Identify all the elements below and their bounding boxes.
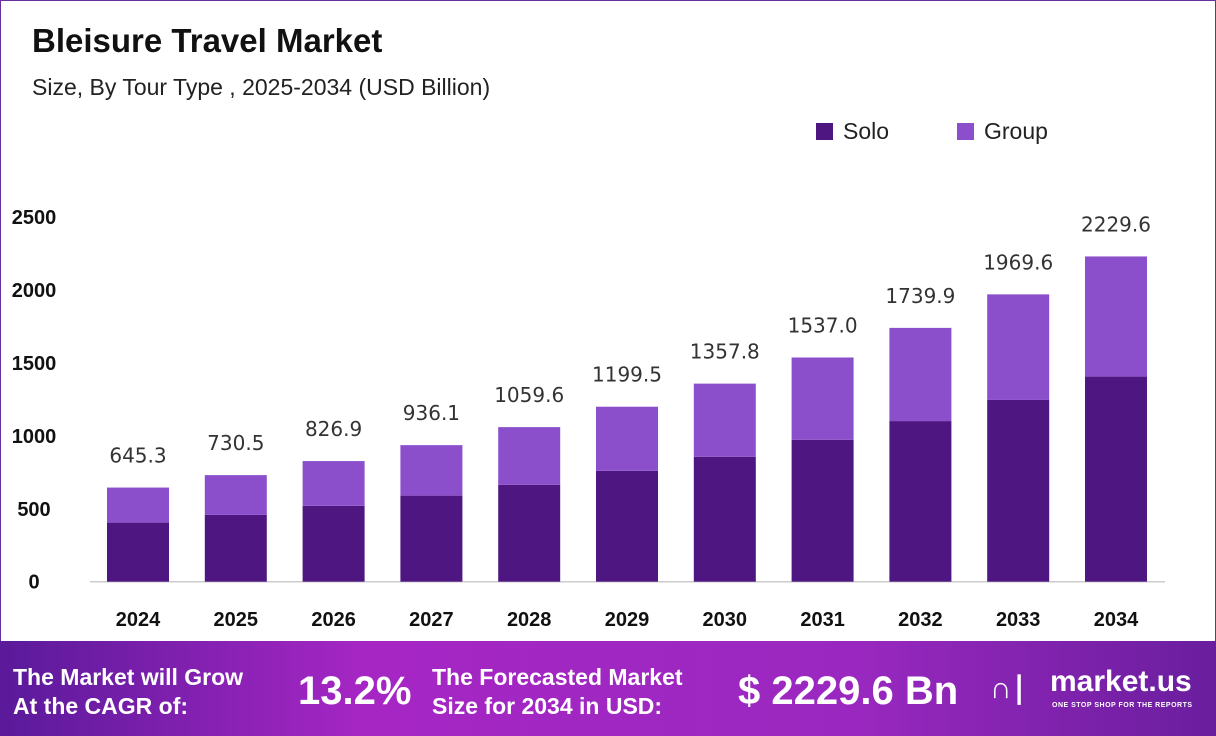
logo-name: market.us bbox=[1050, 665, 1192, 698]
bar-group-2027 bbox=[400, 445, 463, 496]
y-tick-label: 0 bbox=[28, 572, 39, 594]
forecast-text: Size for 2034 in USD: bbox=[432, 693, 663, 719]
legend-group: Group bbox=[957, 118, 1048, 145]
x-tick-label: 2030 bbox=[703, 609, 748, 631]
bar-group-2031 bbox=[791, 357, 854, 440]
data-label: 936.1 bbox=[403, 401, 460, 425]
bar-solo-2025 bbox=[204, 514, 267, 582]
bar-solo-2026 bbox=[302, 505, 365, 582]
bar-solo-2029 bbox=[596, 470, 658, 582]
logo-tagline: ONE STOP SHOP FOR THE REPORTS bbox=[1052, 702, 1193, 709]
bar-group-2032 bbox=[889, 327, 952, 422]
bar-group-2026 bbox=[302, 461, 365, 506]
bar-group-2030 bbox=[693, 383, 756, 457]
bar-solo-2024 bbox=[107, 522, 169, 582]
footer-banner: The Market will Grow At the CAGR of: 13.2… bbox=[0, 641, 1216, 736]
bar-group-2028 bbox=[498, 427, 561, 485]
data-label: 1739.9 bbox=[885, 284, 955, 308]
y-tick-label: 500 bbox=[17, 499, 50, 521]
bar-solo-2034 bbox=[1085, 376, 1147, 582]
chart-subtitle: Size, By Tour Type , 2025-2034 (USD Bill… bbox=[32, 74, 491, 100]
y-tick-label: 1000 bbox=[12, 426, 57, 448]
bar-group-2029 bbox=[596, 406, 658, 471]
bar-solo-2027 bbox=[400, 495, 463, 582]
forecast-value: $ 2229.6 Bn bbox=[738, 669, 959, 713]
bar-solo-2031 bbox=[791, 439, 854, 582]
bar-solo-2033 bbox=[987, 399, 1050, 582]
data-label: 730.5 bbox=[207, 431, 264, 455]
data-label: 1537.0 bbox=[788, 313, 858, 337]
bar-solo-2028 bbox=[498, 484, 561, 582]
x-tick-label: 2032 bbox=[898, 609, 943, 631]
y-tick-label: 2000 bbox=[12, 280, 57, 302]
bar-group-2033 bbox=[987, 294, 1050, 400]
x-tick-label: 2029 bbox=[605, 609, 650, 631]
bar-solo-2032 bbox=[889, 421, 952, 582]
forecast-text: The Forecasted Market bbox=[432, 664, 683, 690]
x-tick-label: 2027 bbox=[409, 609, 454, 631]
data-label: 645.3 bbox=[109, 444, 166, 468]
legend-label: Solo bbox=[843, 118, 890, 144]
data-label: 2229.6 bbox=[1081, 212, 1151, 236]
legend-swatch-group bbox=[957, 123, 974, 140]
x-tick-label: 2026 bbox=[311, 609, 356, 631]
bar-group-2034 bbox=[1085, 256, 1147, 377]
legend-label: Group bbox=[984, 118, 1048, 144]
x-tick-label: 2034 bbox=[1094, 609, 1139, 631]
cagr-text: At the CAGR of: bbox=[13, 693, 189, 719]
bar-group-2025 bbox=[204, 475, 267, 515]
chart-title: Bleisure Travel Market bbox=[32, 22, 383, 59]
y-tick-label: 1500 bbox=[12, 353, 57, 375]
y-tick-label: 2500 bbox=[12, 207, 57, 229]
x-tick-label: 2024 bbox=[116, 609, 161, 631]
cagr-text: The Market will Grow bbox=[13, 664, 244, 690]
x-tick-label: 2031 bbox=[800, 609, 845, 631]
bar-solo-2030 bbox=[693, 456, 756, 582]
data-label: 1199.5 bbox=[592, 363, 662, 387]
x-tick-label: 2025 bbox=[214, 609, 259, 631]
x-tick-label: 2028 bbox=[507, 609, 552, 631]
x-tick-label: 2033 bbox=[996, 609, 1041, 631]
data-label: 1059.6 bbox=[494, 383, 564, 407]
bar-group-2024 bbox=[107, 487, 169, 523]
logo-icon: ∩∣ bbox=[990, 672, 1027, 705]
bar-chart: 0 500 1000 1500 2000 2500 645.3 2024 730.5 2025 82… bbox=[12, 207, 1165, 631]
cagr-value: 13.2% bbox=[298, 669, 412, 713]
legend-solo: Solo bbox=[816, 118, 889, 145]
data-label: 1357.8 bbox=[690, 340, 760, 364]
data-label: 826.9 bbox=[305, 417, 362, 441]
legend-swatch-solo bbox=[816, 123, 833, 140]
data-label: 1969.6 bbox=[983, 250, 1053, 274]
